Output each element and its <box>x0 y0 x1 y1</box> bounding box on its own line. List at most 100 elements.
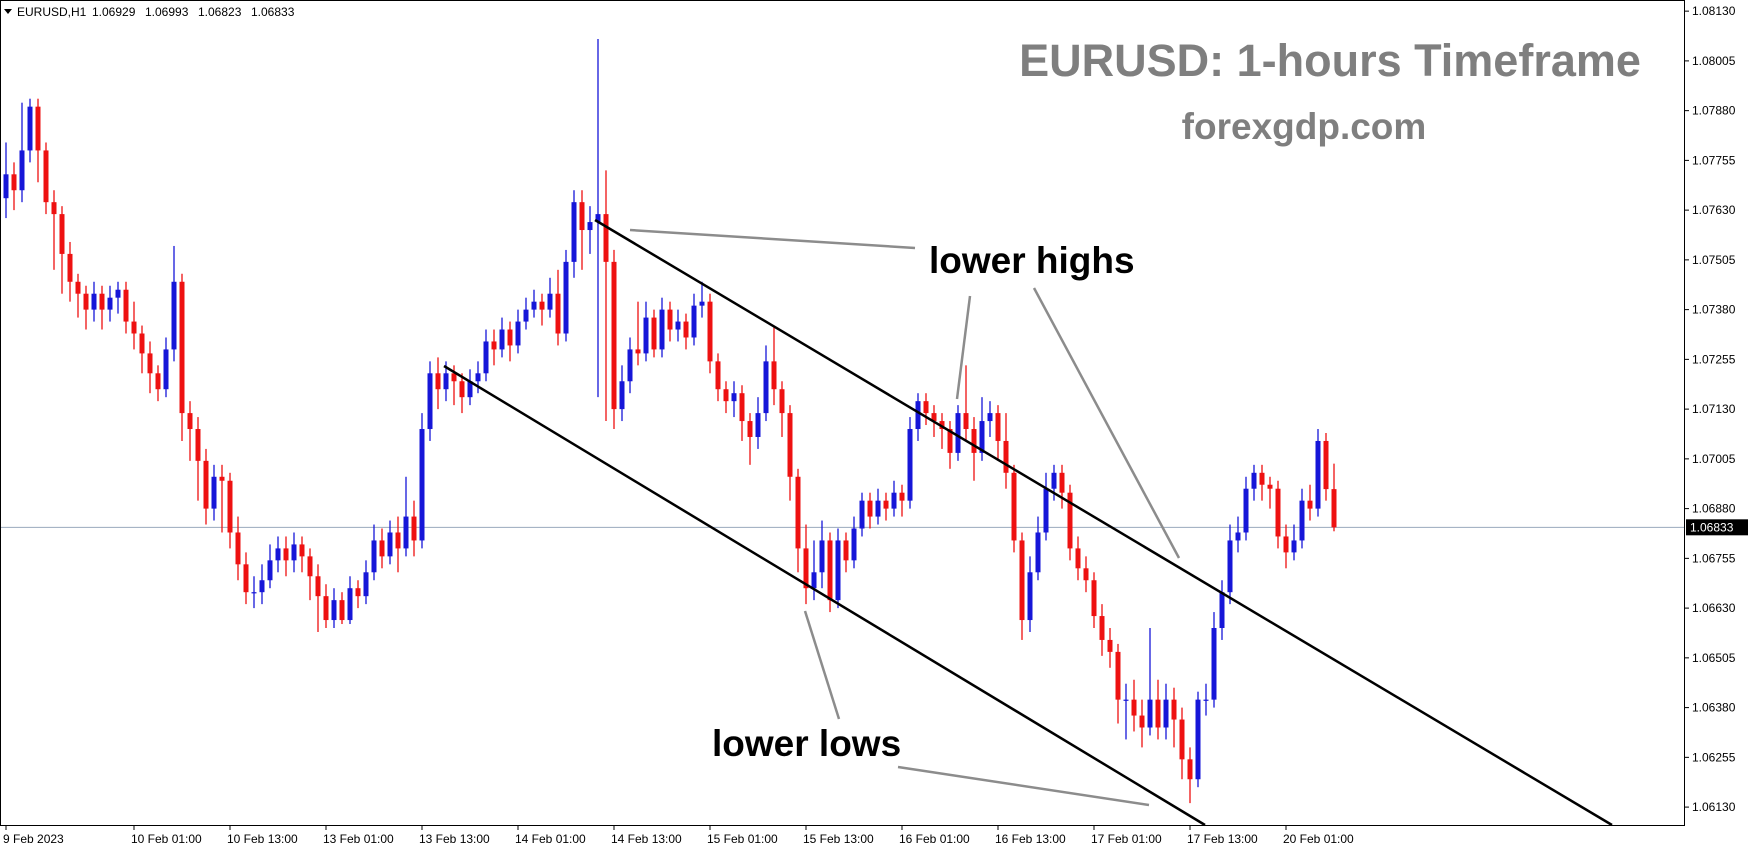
plot-frame <box>0 0 1685 826</box>
y-tick-label: 1.07380 <box>1692 303 1736 317</box>
candle-body <box>347 588 353 621</box>
candle-body <box>715 361 721 390</box>
candle-body <box>1123 699 1129 701</box>
candle-body <box>795 476 801 549</box>
candle-body <box>251 592 257 594</box>
candle-body <box>779 389 785 414</box>
candle-body <box>1059 472 1065 493</box>
candle-body <box>11 174 17 191</box>
candle-body <box>323 596 329 621</box>
candle-body <box>683 321 689 338</box>
x-tick-label: 15 Feb 01:00 <box>707 832 778 846</box>
candle-body <box>1211 628 1217 700</box>
candle-body <box>547 293 553 310</box>
candle-body <box>819 540 825 573</box>
candle-body <box>315 576 321 597</box>
candle-body <box>411 516 417 541</box>
x-tick-label: 17 Feb 13:00 <box>1187 832 1258 846</box>
candle-body <box>1267 484 1273 489</box>
candle-body <box>651 317 657 350</box>
candle-body <box>787 413 793 477</box>
x-tick-label: 16 Feb 13:00 <box>995 832 1066 846</box>
candle-body <box>235 532 241 565</box>
candle-body <box>827 540 833 601</box>
y-tick-label: 1.06505 <box>1692 651 1736 665</box>
candle-body <box>955 413 961 453</box>
candle-body <box>915 401 921 430</box>
candle-body <box>675 321 681 330</box>
header-low: 1.06823 <box>198 5 242 19</box>
symbol-label: EURUSD,H1 <box>17 5 87 19</box>
candle-body <box>147 353 153 374</box>
candle-body <box>811 572 817 589</box>
candle-body <box>643 317 649 354</box>
candle-body <box>1067 492 1073 549</box>
candle-body <box>755 413 761 437</box>
candle-body <box>419 429 425 541</box>
candle-body <box>163 349 169 390</box>
candle-body <box>171 281 177 350</box>
candle-body <box>243 564 249 593</box>
candle-body <box>211 476 217 509</box>
candle-body <box>1027 572 1033 621</box>
candle-body <box>123 289 129 322</box>
candle-body <box>867 500 873 517</box>
chart-subtitle: forexgdp.com <box>1182 106 1427 147</box>
candle-body <box>1163 699 1169 728</box>
candle-body <box>1011 472 1017 541</box>
candle-body <box>83 293 89 310</box>
candle-body <box>739 393 745 422</box>
candle-body <box>1083 568 1089 581</box>
pointer-line <box>803 610 841 720</box>
candle-body <box>1307 500 1313 509</box>
x-tick-label: 14 Feb 13:00 <box>611 832 682 846</box>
x-tick-label: 17 Feb 01:00 <box>1091 832 1162 846</box>
candle-body <box>275 548 281 561</box>
x-tick-label: 9 Feb 2023 <box>3 832 64 846</box>
chart-title: EURUSD: 1-hours Timeframe <box>1019 35 1641 86</box>
y-tick-label: 1.08130 <box>1692 4 1736 18</box>
candle-body <box>891 492 897 509</box>
candle-body <box>699 301 705 306</box>
pointer-line <box>629 228 916 250</box>
candle-body <box>1275 488 1281 537</box>
y-tick-label: 1.07755 <box>1692 153 1736 167</box>
candle-body <box>843 540 849 561</box>
y-tick-label: 1.07880 <box>1692 104 1736 118</box>
candle-body <box>1235 532 1241 541</box>
candle-body <box>1147 699 1153 728</box>
candle-body <box>363 572 369 597</box>
candle-body <box>571 202 577 262</box>
y-tick-label: 1.07005 <box>1692 452 1736 466</box>
x-tick-label: 16 Feb 01:00 <box>899 832 970 846</box>
candle-body <box>355 588 361 597</box>
candle-body <box>339 600 345 621</box>
y-tick-label: 1.08005 <box>1692 54 1736 68</box>
candle-body <box>1203 699 1209 701</box>
header-arrow <box>4 9 12 14</box>
candle-body <box>1187 759 1193 780</box>
candle-body <box>75 281 81 294</box>
pointer-line <box>897 765 1150 807</box>
candle-body <box>763 361 769 414</box>
candle-body <box>395 532 401 549</box>
candle-body <box>43 150 49 203</box>
candle-body <box>1227 540 1233 593</box>
candle-body <box>531 301 537 310</box>
candle-body <box>555 293 561 334</box>
candle-body <box>1043 488 1049 533</box>
candle-body <box>1003 440 1009 473</box>
candle-body <box>1195 699 1201 780</box>
candle-body <box>107 297 113 310</box>
candle-body <box>259 580 265 593</box>
candle-body <box>523 309 529 322</box>
y-tick-label: 1.06630 <box>1692 601 1736 615</box>
y-tick-label: 1.06255 <box>1692 750 1736 764</box>
candle-body <box>139 333 145 354</box>
candle-body <box>51 202 57 215</box>
candle-body <box>1139 715 1145 728</box>
annotation: lower highs <box>929 240 1135 281</box>
candle-body <box>267 560 273 581</box>
candle-body <box>1243 488 1249 533</box>
candle-body <box>1019 540 1025 621</box>
